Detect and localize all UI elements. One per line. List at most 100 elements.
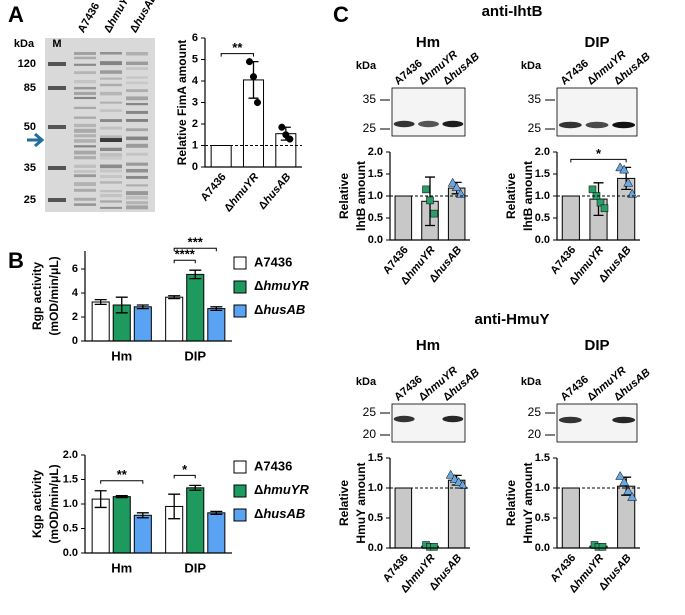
axis — [84, 455, 232, 554]
y-axis-label: Relative — [504, 480, 518, 526]
marker-band — [48, 86, 66, 90]
data-point — [426, 196, 434, 205]
data-point — [598, 543, 607, 551]
y-tick-label: 0.0 — [535, 542, 550, 554]
gel-band — [126, 119, 148, 122]
axis — [556, 458, 640, 549]
y-tick-label: 1.5 — [535, 168, 550, 180]
gel-band — [74, 182, 96, 187]
legend-label: ΔhmuYR — [254, 278, 309, 293]
data-point — [623, 177, 634, 187]
axis — [556, 152, 640, 241]
gel-band — [74, 52, 96, 55]
error-bar — [94, 298, 107, 306]
y-tick-label: 1.0 — [63, 498, 78, 510]
gel-band — [100, 175, 122, 179]
y-tick-label: 1.0 — [535, 482, 550, 494]
gel-band — [100, 153, 122, 157]
marker-label: 25 — [528, 405, 542, 419]
data-point — [619, 164, 630, 174]
y-tick-label: 0.0 — [368, 542, 383, 554]
data-point — [627, 491, 638, 501]
sig-bracket — [173, 474, 196, 479]
y-tick-label: 0.5 — [63, 522, 78, 534]
y-axis-label: HmuY amount — [354, 462, 368, 543]
gel-band — [126, 201, 148, 205]
x-tick-label: A7436 — [199, 171, 229, 204]
kda-label: kDa — [14, 38, 35, 50]
y-tick-label: 1.5 — [535, 452, 550, 464]
bar — [207, 308, 226, 342]
legend-swatch — [233, 508, 247, 522]
data-point — [455, 188, 466, 198]
sig-bracket — [220, 53, 254, 57]
x-tick-label: ΔhusAB — [256, 171, 293, 212]
y-axis-label: (mOD/min/μL) — [47, 464, 61, 543]
bar — [447, 479, 466, 549]
gel-band — [100, 119, 122, 123]
axis — [204, 38, 302, 168]
gel-band — [100, 70, 122, 74]
data-point — [596, 198, 605, 207]
data-point — [588, 185, 597, 194]
data-point — [430, 209, 438, 218]
text-part: Δ — [254, 278, 263, 293]
text-part: husAB — [602, 244, 634, 279]
blot-band — [442, 415, 464, 423]
gel-band — [74, 203, 96, 206]
gel-band — [126, 196, 148, 200]
legend-label: ΔhmuYR — [254, 482, 309, 497]
panel-label: B — [8, 248, 24, 273]
lane-label: M — [52, 38, 61, 50]
gel-band — [126, 128, 148, 132]
y-axis-label: (mOD/min/μL) — [47, 256, 61, 335]
legend-label: ΔhusAB — [254, 302, 305, 317]
data-point — [286, 135, 294, 143]
error-bar — [189, 269, 202, 280]
gel-band — [126, 191, 148, 196]
blot-band — [612, 416, 636, 424]
y-tick-label: 1.5 — [368, 452, 383, 464]
gel-band — [100, 61, 122, 66]
gel-band — [100, 91, 122, 96]
gel-band — [74, 174, 96, 178]
sig-label: * — [182, 462, 188, 477]
text-part: Δ — [254, 506, 263, 521]
y-tick-label: 1 — [192, 139, 198, 151]
y-tick-label: 1.0 — [368, 482, 383, 494]
marker-band — [48, 166, 66, 170]
gel-band — [100, 126, 122, 130]
legend-swatch — [233, 484, 247, 498]
section-title: anti-IhtB — [482, 3, 543, 20]
gel-band — [126, 175, 148, 179]
marker-label: 25 — [363, 405, 377, 419]
gel-band — [100, 193, 122, 198]
legend-label: ΔhusAB — [254, 506, 305, 521]
panel-label: A — [8, 2, 24, 27]
chart-title: DIP — [584, 337, 609, 354]
y-tick-label: 2.0 — [535, 146, 550, 158]
marker-label: 35 — [24, 162, 36, 174]
data-point — [430, 543, 438, 551]
gel-band — [100, 109, 122, 113]
y-tick-label: 5 — [192, 53, 198, 65]
marker-label: 20 — [528, 427, 542, 441]
text-part: husAB — [432, 552, 464, 587]
gel-band — [74, 156, 96, 160]
legend-swatch — [233, 460, 247, 474]
gel-band — [74, 116, 96, 119]
y-tick-label: 6 — [192, 32, 198, 44]
data-point — [249, 73, 258, 81]
text-part: husAB — [602, 552, 634, 587]
gel-band — [74, 63, 96, 66]
data-point — [619, 476, 630, 486]
gel-band — [74, 188, 96, 192]
gel-band — [100, 52, 122, 55]
y-tick-label: 0 — [72, 335, 78, 347]
blot-band — [393, 120, 415, 128]
gel-band — [100, 189, 122, 193]
data-point — [253, 98, 262, 107]
y-axis-label: IhtB amount — [521, 161, 535, 231]
data-point — [451, 182, 462, 191]
